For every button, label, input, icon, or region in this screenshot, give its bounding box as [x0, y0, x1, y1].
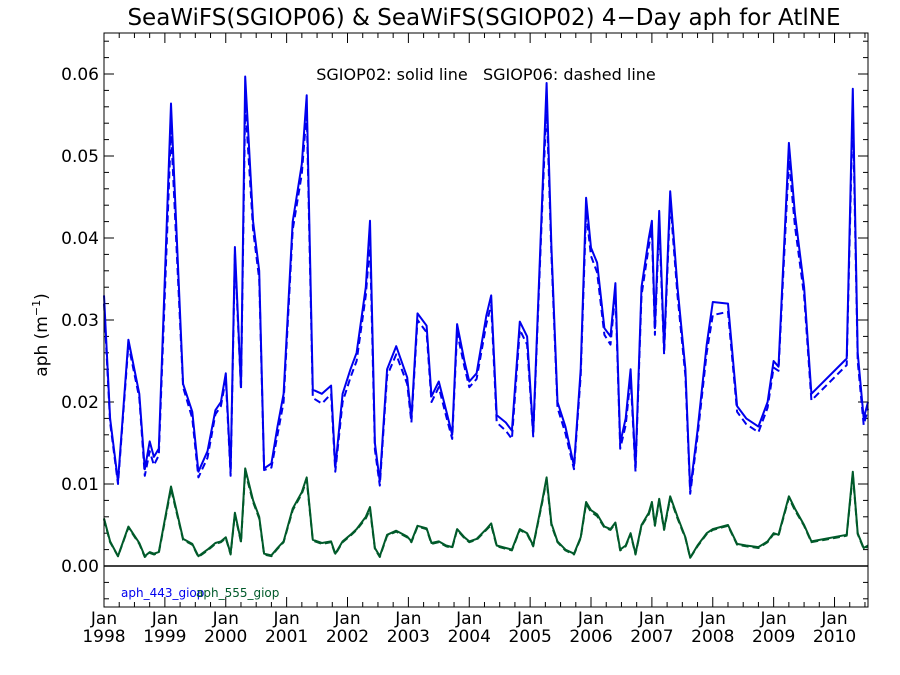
- y-tick-label: 0.02: [61, 393, 99, 413]
- y-tick-label: 0.04: [61, 229, 99, 249]
- plot-frame: [103, 32, 869, 608]
- x-tick-year-label: 2002: [326, 627, 369, 647]
- y-tick-label: 0.06: [61, 65, 99, 85]
- y-tick-label: 0.03: [61, 311, 99, 331]
- x-tick-month-label: Jan: [820, 609, 847, 629]
- x-tick-month-label: Jan: [394, 609, 421, 629]
- x-tick-year-label: 2004: [448, 627, 491, 647]
- x-tick-month-label: Jan: [90, 609, 117, 629]
- x-tick-month-label: Jan: [638, 609, 665, 629]
- x-tick-year-label: 1999: [143, 627, 186, 647]
- chart-title: SeaWiFS(SGIOP06) & SeaWiFS(SGIOP02) 4−Da…: [127, 5, 840, 31]
- series-line-aph_555_giop-solid: [103, 467, 869, 559]
- x-tick-month-label: Jan: [699, 609, 726, 629]
- x-tick-month-label: Jan: [455, 609, 482, 629]
- x-tick-month-label: Jan: [273, 609, 300, 629]
- x-tick-year-label: 1998: [82, 627, 125, 647]
- x-tick-year-label: 2008: [691, 627, 734, 647]
- x-tick-month-label: Jan: [516, 609, 543, 629]
- x-tick-year-label: 2010: [813, 627, 856, 647]
- line-style-annotation: SGIOP02: solid line SGIOP06: dashed line: [316, 65, 656, 84]
- x-tick-year-label: 2005: [509, 627, 552, 647]
- x-tick-year-label: 2009: [752, 627, 795, 647]
- x-tick-month-label: Jan: [760, 609, 787, 629]
- x-tick-year-label: 2001: [265, 627, 308, 647]
- series-line-aph_443_giop-solid: [103, 75, 869, 491]
- x-tick-month-label: Jan: [333, 609, 360, 629]
- y-tick-label: 0.00: [61, 557, 99, 577]
- plot-area: 0.000.010.020.030.040.050.06Jan1998Jan19…: [61, 33, 869, 647]
- series-line-aph_555_giop-dashed: [103, 470, 869, 559]
- x-tick-year-label: 2006: [569, 627, 612, 647]
- legend-label: aph_555_giop: [196, 586, 279, 600]
- x-tick-month-label: Jan: [577, 609, 604, 629]
- y-tick-label: 0.01: [61, 475, 99, 495]
- legend-label: aph_443_giop: [121, 586, 204, 600]
- x-tick-year-label: 2000: [204, 627, 247, 647]
- x-tick-month-label: Jan: [151, 609, 178, 629]
- y-tick-label: 0.05: [61, 147, 99, 167]
- series-line-aph_443_giop-dashed: [103, 101, 869, 495]
- x-tick-month-label: Jan: [212, 609, 239, 629]
- x-tick-year-label: 2003: [387, 627, 430, 647]
- x-tick-year-label: 2007: [630, 627, 673, 647]
- y-axis-label: aph (m−1): [30, 293, 52, 376]
